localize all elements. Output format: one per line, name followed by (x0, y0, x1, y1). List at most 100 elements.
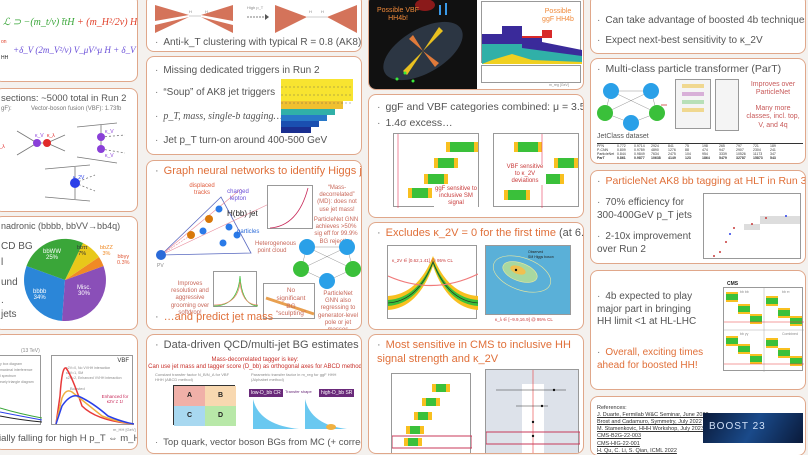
coupling-kl-left: κ_λ (0, 144, 5, 150)
pie-left-line-4: jets (1, 309, 17, 320)
ref-link-3[interactable]: CMS-B2G-22-003 (597, 433, 642, 440)
h-label-3: H (309, 9, 312, 14)
qcd-title: Data-driven QCD/multi-jet BG estimates (155, 339, 359, 353)
references-panel: References: J. Duarte, Fermilab W&C Semi… (590, 396, 806, 455)
hllhc-bullet: 4b expected to play major part in bringi… (597, 291, 707, 329)
hlt-bullet-0: 70% efficiency for 300-400GeV p_T jets (597, 197, 697, 222)
lagrangian-line2: +δ_V (2m_V²/v) V_μV^μ H + δ_V (m_V²/v²) … (13, 45, 137, 55)
enhanced-note: Enhanced for κ2V ≠ 1! (101, 394, 129, 405)
sensitive-title: Most sensitive in CMS to inclusive HH si… (377, 339, 577, 367)
mass-plot (213, 271, 258, 307)
table-row: PFN 0.772 0.9714 2924 841 75 198 265 797 721 189 (597, 144, 776, 148)
ref-link-2[interactable]: M. Stamenkovic, HHH Workshop, July 2023 (597, 426, 704, 433)
ref-link-0[interactable]: J. Duarte, Fermilab W&C Seminar, June 20… (597, 412, 709, 418)
event-display: Possible VBF HH4b! (369, 0, 477, 89)
vbf-note: VBF sensitive to κ_2V deviations (504, 164, 546, 185)
event-display-graphic (383, 0, 463, 83)
k2v-scan-bands (388, 256, 478, 310)
part-panel: Multi-class particle transformer (ParT) … (590, 58, 806, 164)
boost-logo-text: BOOST 23 (709, 421, 766, 432)
boost-logo: BOOST 23 (703, 413, 803, 443)
slice-misc: Misc. 30% (77, 285, 91, 297)
ref-link-1[interactable]: Brost and Cadamuro, Symmetry, July 2022 (597, 419, 702, 426)
part-title: Multi-class particle transformer (ParT) (597, 63, 782, 76)
region-b: B (205, 386, 236, 406)
alphabet-caption: Parametric transfer factor in m_reg for … (251, 372, 337, 382)
trigger-panel: Missing dedicated triggers in Run 2 “Sou… (146, 56, 362, 155)
pie-left-line-3: . (1, 295, 4, 306)
low-cr-label: low-D_bb CR (249, 389, 283, 397)
pie-title: nadronic (bbbb, bbVV→bb4q) (1, 221, 121, 231)
references-title: References: (597, 405, 627, 411)
gnn-panel: Graph neural networks to identify Higgs … (146, 160, 362, 330)
improves-note: Improves over ParticleNet (750, 81, 796, 97)
hbb-jet-label: H(bb) jet (227, 209, 258, 218)
pie-left-line-1: l (1, 257, 4, 268)
subplot-combined: Combined (782, 332, 798, 336)
combined-mu-bullet: ggF and VBF categories combined: μ = 3.5… (377, 101, 584, 114)
coupling-kl: κ_λ (47, 133, 55, 139)
roc-plot (267, 185, 313, 229)
lagrangian-line1: ℒ ⊃ −(m_t/v) t̄tH + (m_H²/2v) H³ + (m_H²… (3, 17, 138, 28)
cms-limit-plot (391, 373, 472, 453)
antikt-panel: High p_T H H H H Anti-k_T clustering wit… (146, 0, 362, 52)
high-pt-label: High p_T (247, 5, 264, 10)
efficiency-points (713, 215, 800, 257)
coupling-kv-3: κ_V (105, 153, 114, 159)
event-panel: Possible VBF HH4b! Possible ggF HH4b m_r… (368, 0, 584, 90)
excess-bullet: 1.4σ excess… (377, 117, 453, 130)
vbf-legend-2: κ2V=2, Enhanced VVHH interaction (66, 376, 122, 380)
trigger-bullet-0: Missing dedicated triggers in Run 2 (155, 65, 319, 78)
particles-label: particles (237, 229, 260, 235)
boosted-bullet-0: Can take advantage of boosted 4b techniq… (597, 15, 805, 28)
vbf-label: Vector-boson fusion (VBF): 1.73fb (31, 106, 122, 112)
region-d: D (205, 406, 236, 426)
vbf-limit-plot: VBF sensitive to κ_2V deviations (493, 133, 579, 208)
pv-label: PV (157, 263, 164, 269)
md-note: “Mass-decorrelated” (MD): does not use j… (317, 185, 357, 213)
alphabet-shapes (253, 399, 347, 430)
no-sculpting-note: No significant BG “sculpting” (276, 287, 306, 318)
abcd-grid: A B C D (173, 385, 236, 426)
slice-bbbb: bbbb 34% (33, 289, 47, 301)
vbf-legend-1: κ2V=1, SM (66, 371, 84, 375)
transformer-diagram-2 (715, 79, 739, 131)
predict-mass-bullet: …and predict jet mass (155, 311, 273, 325)
hlt-bullet-1: 2-10x improvement over Run 2 (597, 231, 697, 256)
observed-legend: Observed (528, 250, 544, 254)
cms-label: CMS (727, 281, 739, 287)
sensitive-panel: Most sensitive in CMS to inclusive HH si… (368, 334, 584, 454)
gnn-title: Graph neural networks to identify Higgs … (155, 165, 361, 179)
ggf-legend-2: l spectrum (0, 374, 17, 378)
likelihood-contour (492, 255, 552, 293)
lagrangian-panel: ℒ ⊃ −(m_t/v) t̄tH + (m_H²/2v) H³ + (m_H²… (0, 0, 138, 82)
coupling-k2v: κ_2V (73, 175, 85, 181)
particlenet-note: ParticleNet GNN achieves >50% sig eff fo… (313, 217, 359, 245)
vbf-mhh-plot: VBF κ2V=0, No VVHH interaction κ2V=1, SM… (51, 355, 134, 425)
table-row: P-CNN 0.809 0.9789 4890 1276 88 474 947 2907 2304… (597, 148, 776, 152)
region-a: A (174, 386, 205, 406)
gnn-graph (293, 239, 361, 289)
combined-panel: ggF and VBF categories combined: μ = 3.5… (368, 94, 584, 218)
ggf-possible-label: Possible ggF HH4b (542, 8, 574, 23)
transfer-shape-label: Transfer shape (285, 389, 312, 394)
slice-bbtt: bbττ 7% (77, 245, 88, 257)
ref-link-5[interactable]: H. Qu, C. Li, S. Qian, ICML 2022 (597, 447, 677, 454)
particlenet-graph (597, 83, 667, 131)
ggf-legend-0: y box diagram (0, 362, 22, 366)
kl-k2v-plot: Observed SM Higgs boson (485, 245, 571, 315)
key-line1: Mass-decorrelated tagger is key: (211, 357, 299, 363)
mhh-axis-label: m_HH [GeV] (113, 427, 136, 432)
mreg-axis: m_reg [GeV] (549, 83, 569, 87)
region-c: C (174, 406, 205, 426)
jetclass-label: JetClass dataset (597, 133, 649, 140)
ggf-legend-3: early triangle diagram (0, 380, 34, 384)
transformer-diagram (675, 79, 711, 129)
jet-cone-diagram (155, 5, 357, 33)
trigger-bullet-1: “Soup” of AK8 jet triggers (155, 87, 275, 100)
k2v-scan-plot: κ_2V ∈ [0.62,1.41] @ 95% CL (387, 245, 478, 319)
k2v-title: Excludes κ_2V = 0 for the first time (at… (377, 227, 583, 241)
ref-link-4[interactable]: CMS-HIG-22-001 (597, 440, 640, 447)
kl-interval: κ_λ ∈ [−9.9,16.9] @ 95% CL (495, 317, 553, 322)
